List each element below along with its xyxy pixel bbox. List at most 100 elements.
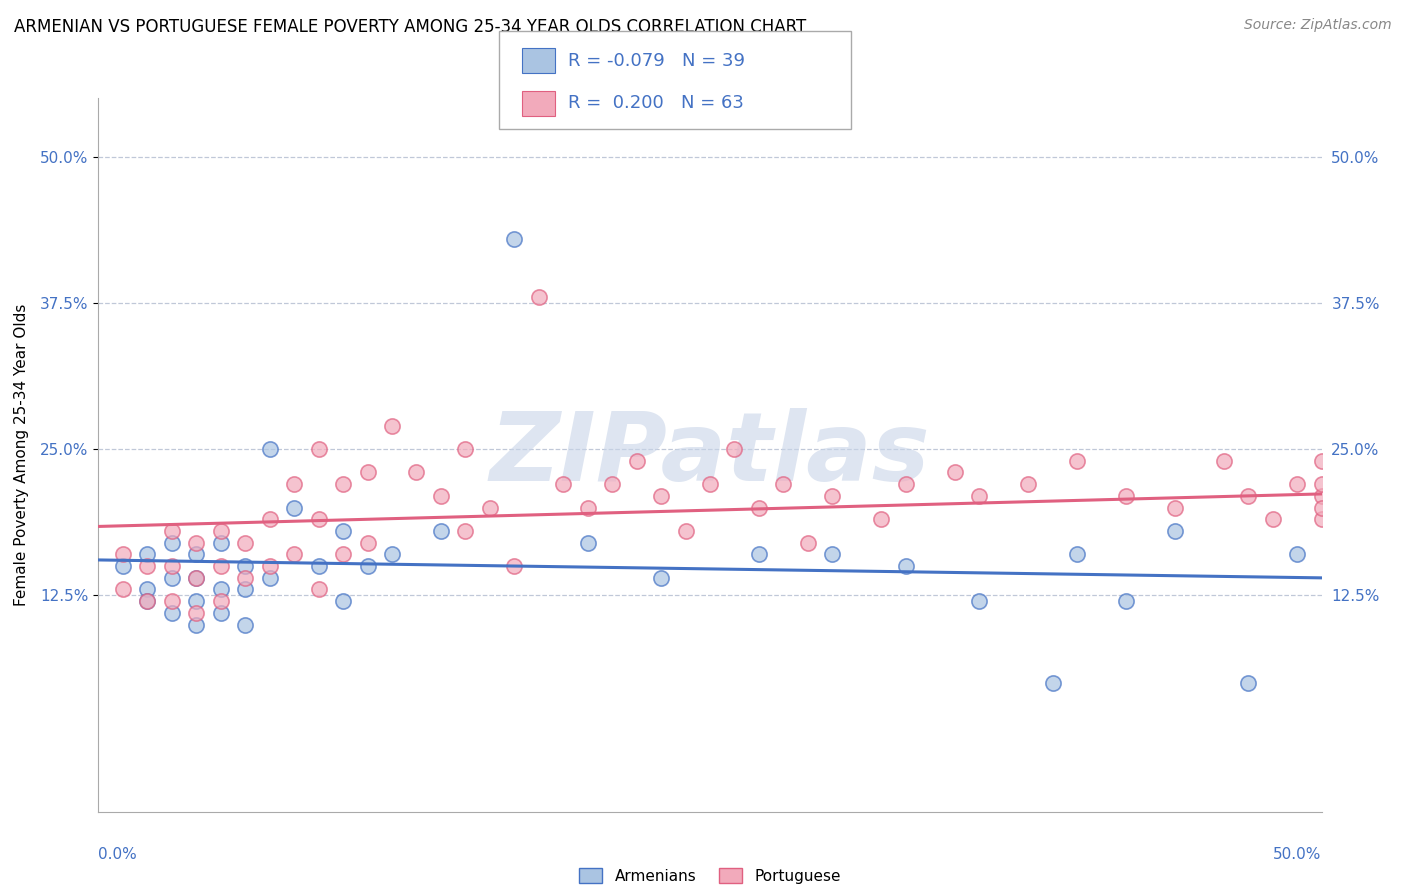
Point (160, 606, 183, 620)
Point (356, 466, 378, 480)
Point (111, 559, 134, 574)
Point (308, 442, 330, 456)
Point (723, 442, 745, 456)
Point (160, 535, 183, 549)
Point (233, 571, 256, 585)
Point (1310, 454, 1333, 468)
Point (1164, 500, 1187, 515)
Point (209, 582, 232, 597)
Point (553, 477, 575, 491)
Point (332, 594, 354, 608)
Point (381, 547, 404, 561)
Point (478, 500, 501, 515)
Point (308, 582, 330, 597)
Point (967, 489, 990, 503)
Point (1310, 477, 1333, 491)
Point (136, 594, 159, 608)
Point (797, 535, 820, 549)
Point (1115, 489, 1137, 503)
Point (1066, 547, 1088, 561)
Text: R =  0.200   N = 63: R = 0.200 N = 63 (568, 95, 744, 112)
Point (1310, 500, 1333, 515)
Point (136, 559, 159, 574)
Point (186, 571, 208, 585)
Point (772, 477, 794, 491)
Point (186, 571, 208, 585)
Point (160, 594, 183, 608)
Point (233, 559, 256, 574)
Point (576, 535, 599, 549)
Point (233, 582, 256, 597)
Point (186, 606, 208, 620)
Point (209, 559, 232, 574)
Point (381, 418, 404, 433)
Point (1115, 594, 1137, 608)
Point (136, 582, 159, 597)
Point (454, 524, 477, 538)
Point (186, 535, 208, 549)
Point (136, 594, 159, 608)
Point (1237, 676, 1260, 690)
Point (626, 454, 648, 468)
Point (209, 535, 232, 549)
Point (186, 617, 208, 632)
Point (160, 524, 183, 538)
Text: ARMENIAN VS PORTUGUESE FEMALE POVERTY AMONG 25-34 YEAR OLDS CORRELATION CHART: ARMENIAN VS PORTUGUESE FEMALE POVERTY AM… (14, 18, 806, 36)
Point (332, 547, 354, 561)
Point (430, 489, 453, 503)
Point (1286, 477, 1309, 491)
Point (1286, 547, 1309, 561)
Point (894, 477, 917, 491)
Point (699, 477, 721, 491)
Point (1261, 512, 1284, 526)
Point (527, 290, 550, 304)
Point (967, 594, 990, 608)
Point (405, 466, 427, 480)
Point (111, 582, 134, 597)
Point (209, 606, 232, 620)
Point (160, 559, 183, 574)
Point (821, 489, 844, 503)
Point (233, 535, 256, 549)
Point (650, 489, 672, 503)
Point (332, 477, 354, 491)
Point (111, 547, 134, 561)
Point (675, 524, 697, 538)
Text: R = -0.079   N = 39: R = -0.079 N = 39 (568, 52, 745, 70)
Point (821, 547, 844, 561)
Point (870, 512, 893, 526)
Point (454, 442, 477, 456)
Point (259, 512, 281, 526)
Point (308, 559, 330, 574)
Point (332, 524, 354, 538)
Point (209, 594, 232, 608)
Point (943, 466, 966, 480)
Point (186, 594, 208, 608)
Point (259, 442, 281, 456)
Point (209, 524, 232, 538)
Point (259, 571, 281, 585)
Point (136, 547, 159, 561)
Point (259, 559, 281, 574)
Point (1310, 489, 1333, 503)
Point (576, 500, 599, 515)
Point (1042, 676, 1064, 690)
Point (748, 547, 770, 561)
Text: ZIPatlas: ZIPatlas (489, 409, 931, 501)
Point (1164, 524, 1187, 538)
Point (186, 547, 208, 561)
Point (233, 617, 256, 632)
Point (1237, 489, 1260, 503)
Point (283, 547, 305, 561)
Text: 50.0%: 50.0% (1274, 847, 1322, 863)
Y-axis label: Female Poverty Among 25-34 Year Olds: Female Poverty Among 25-34 Year Olds (14, 304, 30, 606)
Point (1017, 477, 1039, 491)
Point (503, 559, 526, 574)
Point (356, 535, 378, 549)
Text: Source: ZipAtlas.com: Source: ZipAtlas.com (1244, 18, 1392, 32)
Point (748, 500, 770, 515)
Point (356, 559, 378, 574)
Text: 0.0%: 0.0% (98, 847, 138, 863)
Legend: Armenians, Portuguese: Armenians, Portuguese (574, 862, 846, 889)
Point (1310, 512, 1333, 526)
